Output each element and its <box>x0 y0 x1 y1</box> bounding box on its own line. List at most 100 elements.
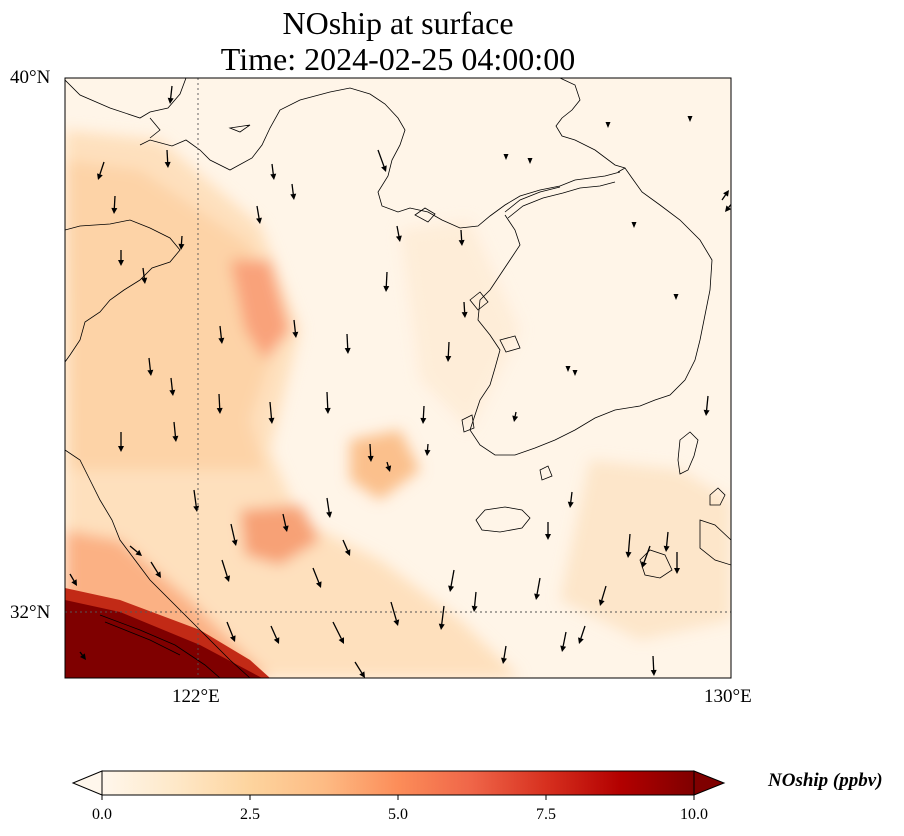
wind-vector-head <box>147 369 154 376</box>
wind-vector-shaft <box>326 391 329 409</box>
wind-vector-head <box>395 235 402 242</box>
wind-vector-shaft <box>173 421 177 437</box>
wind-vector-shaft <box>332 621 342 639</box>
wind-vector-head <box>385 465 392 472</box>
wind-vector-shaft <box>256 205 260 219</box>
emission-hotspot <box>65 595 262 678</box>
wind-vector-head <box>641 561 647 568</box>
wind-vector-shaft <box>221 559 228 577</box>
wind-vector-small <box>527 158 533 164</box>
wind-vector-head <box>178 243 185 250</box>
wind-vector-shaft <box>291 183 294 195</box>
concentration-field <box>65 130 731 678</box>
title-line-2: Time: 2024-02-25 04:00:00 <box>220 41 576 77</box>
wind-vector-head <box>256 217 262 224</box>
wind-vector-shaft <box>450 569 455 587</box>
wind-vector-head <box>292 331 299 338</box>
title-line-1: NOship at surface <box>282 5 514 41</box>
wind-vector-small <box>605 122 611 128</box>
wind-vector-head <box>169 389 176 396</box>
wind-vector-small <box>565 366 571 372</box>
wind-vector-head <box>326 511 333 518</box>
wind-vector-small <box>631 222 637 228</box>
wind-vector-shaft <box>270 625 278 639</box>
wind-vector-shaft <box>282 513 287 527</box>
wind-vector-shaft <box>390 601 397 621</box>
wind-vector-shaft <box>269 401 273 419</box>
colorbar-tick-label: 10.0 <box>680 806 708 823</box>
wind-vector-head <box>71 579 77 586</box>
wind-vector-head <box>218 337 225 344</box>
wind-vector-shaft <box>166 149 169 163</box>
wind-vector-shaft <box>580 625 586 639</box>
wind-vector-head <box>501 657 507 664</box>
wind-vector-shaft <box>570 491 573 503</box>
wind-vector-shaft <box>463 301 466 313</box>
wind-vector-shaft <box>69 573 75 582</box>
wind-vector-shaft <box>342 539 349 551</box>
wind-vector-shaft <box>180 235 183 245</box>
wind-vector-small <box>687 116 693 122</box>
wind-vector-head <box>458 239 465 246</box>
wind-vector-head <box>461 311 468 318</box>
colorbar-gradient <box>101 770 695 796</box>
colorbar-tick-label: 7.5 <box>536 806 556 823</box>
wind-vector-shaft <box>396 225 400 237</box>
lat-label-32: 32°N <box>10 602 51 623</box>
wind-vector-head <box>625 551 632 558</box>
wind-vector-shaft <box>562 631 567 647</box>
wind-vector-shaft <box>536 577 541 595</box>
wind-vector-head <box>560 645 567 652</box>
wind-vector-head <box>545 534 551 540</box>
colorbar-extend-min <box>71 770 103 796</box>
wind-vector-shaft <box>129 545 138 553</box>
wind-vector-shaft <box>226 621 234 637</box>
wind-vectors <box>69 85 731 678</box>
wind-vector-head <box>338 637 344 644</box>
wind-vector-shaft <box>346 333 349 349</box>
wind-vector-shaft <box>426 443 429 451</box>
coastlines <box>65 78 731 678</box>
wind-vector-head <box>80 653 86 660</box>
wind-vector-head <box>650 669 657 676</box>
wind-vector-shaft <box>386 461 389 467</box>
wind-vector-head <box>725 205 731 212</box>
wind-vector-head <box>268 417 275 424</box>
wind-vector-shaft <box>150 561 159 574</box>
wind-vector-head <box>344 347 351 354</box>
wind-vector-head <box>674 568 680 574</box>
colorbar-tick-label: 0.0 <box>92 806 112 823</box>
wind-vector-head <box>111 207 118 214</box>
wind-vector-shaft <box>665 531 669 547</box>
wind-vector-head <box>598 599 605 606</box>
wind-vector-head <box>224 575 231 582</box>
map-panel[interactable] <box>0 0 904 700</box>
wind-vector-shaft <box>312 567 320 583</box>
wind-vector-head <box>118 446 124 452</box>
wind-vector-shaft <box>643 545 651 563</box>
wind-vector-shaft <box>142 267 145 279</box>
wind-vector-head <box>393 619 400 626</box>
wind-vector-shaft <box>514 411 517 417</box>
wind-vector-head <box>512 415 519 422</box>
wind-vector-head <box>534 593 541 600</box>
wind-vector-head <box>703 409 710 416</box>
wind-vector-head <box>118 260 124 266</box>
wind-vector-head <box>663 545 670 552</box>
wind-vector-shaft <box>422 405 425 419</box>
wind-vector-shaft <box>230 523 236 541</box>
wind-vector-head <box>282 525 289 532</box>
wind-vector-shaft <box>354 661 363 674</box>
wind-vector-head <box>273 637 280 644</box>
wind-vector-shaft <box>219 325 222 339</box>
wind-vector-shaft <box>170 85 173 99</box>
wind-vector-head <box>231 539 238 546</box>
wind-vector-shaft <box>473 591 477 607</box>
wind-vector-shaft <box>218 393 221 409</box>
wind-vector-head <box>448 585 455 592</box>
lon-label-122: 122°E <box>172 686 220 707</box>
wind-vector-shaft <box>441 605 445 625</box>
lon-label-130: 130°E <box>704 686 752 707</box>
wind-vector-small <box>673 294 679 300</box>
wind-vector-head <box>445 355 452 362</box>
